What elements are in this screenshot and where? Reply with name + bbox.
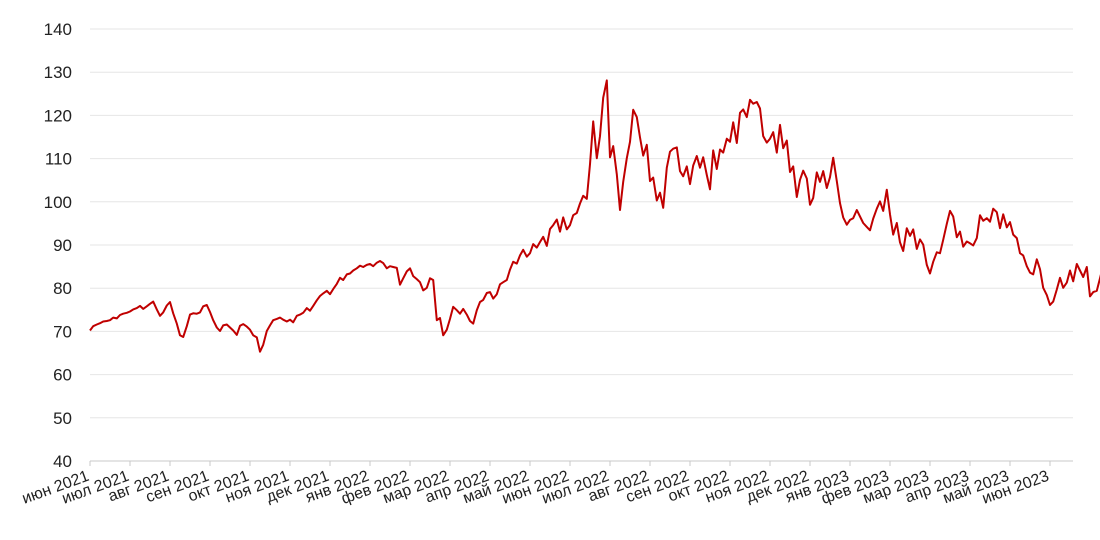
y-tick-label: 140 (44, 20, 72, 39)
gridlines (90, 28, 1073, 419)
y-tick-label: 90 (53, 236, 72, 255)
y-tick-label: 40 (53, 452, 72, 471)
y-axis-tick-labels: 40 50 60 70 80 90 100 110 120 130 140 (44, 20, 72, 471)
y-tick-label: 120 (44, 106, 72, 125)
y-tick-label: 100 (44, 193, 72, 212)
y-tick-label: 130 (44, 63, 72, 82)
y-tick-label: 80 (53, 279, 72, 298)
series-layer (89, 79, 1100, 353)
y-tick-label: 60 (53, 366, 72, 385)
y-tick-label: 50 (53, 409, 72, 428)
series-line (89, 79, 1100, 353)
y-tick-label: 110 (45, 150, 72, 169)
y-tick-label: 70 (53, 322, 72, 341)
